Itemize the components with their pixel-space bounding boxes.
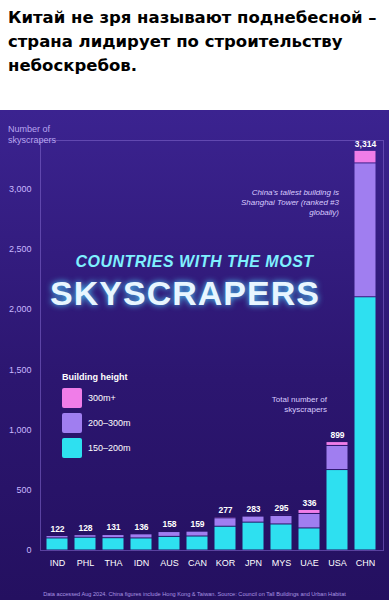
svg-text:128: 128 [78,523,92,533]
svg-text:AUS: AUS [160,558,179,568]
svg-text:899: 899 [330,430,344,440]
svg-text:IDN: IDN [134,558,150,568]
svg-text:CAN: CAN [188,558,207,568]
svg-text:0: 0 [26,545,31,555]
svg-text:USA: USA [328,558,347,568]
html-text:300m+: 300m+ [88,393,116,403]
html-text:Number of skyscrapers: Number of skyscrapers [8,124,56,145]
svg-text:1,000: 1,000 [9,425,32,435]
svg-text:136: 136 [134,522,148,532]
html-text:COUNTRIES WITH THE MOST: COUNTRIES WITH THE MOST [75,253,314,270]
svg-text:MYS: MYS [272,558,292,568]
svg-text:336: 336 [302,498,316,508]
svg-text:IND: IND [50,558,66,568]
svg-text:2,000: 2,000 [9,304,32,314]
svg-text:3,000: 3,000 [9,184,32,194]
svg-text:1,500: 1,500 [9,364,32,374]
svg-text:158: 158 [162,519,176,529]
svg-text:PHL: PHL [77,558,95,568]
html-text:150–200m: 150–200m [88,443,131,453]
svg-text:3,314: 3,314 [355,139,377,149]
html-text:SKYSCRAPERS: SKYSCRAPERS [50,274,320,312]
svg-text:THA: THA [105,558,123,568]
html-text:Building height: Building height [62,372,128,382]
svg-text:2,500: 2,500 [9,244,32,254]
svg-text:277: 277 [218,505,232,515]
svg-text:283: 283 [246,504,260,514]
html-text:Total number of skyscrapers: Total number of skyscrapers [271,395,327,414]
svg-text:KOR: KOR [216,558,236,568]
svg-text:CHN: CHN [356,558,376,568]
svg-text:131: 131 [106,522,120,532]
svg-text:JPN: JPN [245,558,262,568]
svg-text:500: 500 [16,485,31,495]
svg-text:122: 122 [50,524,64,534]
svg-text:UAE: UAE [300,558,319,568]
svg-text:295: 295 [274,503,288,513]
html-text:Data accessed Aug 2024. China: Data accessed Aug 2024. China figures in… [43,591,346,597]
html-text:200–300m: 200–300m [88,418,131,428]
html-text:China's tallest building is Sh: China's tallest building is Shanghai Tow… [241,188,339,217]
svg-text:159: 159 [190,519,204,529]
html-text:Китай не зря называют поднебес: Китай не зря называют поднебесной – стра… [8,8,377,75]
